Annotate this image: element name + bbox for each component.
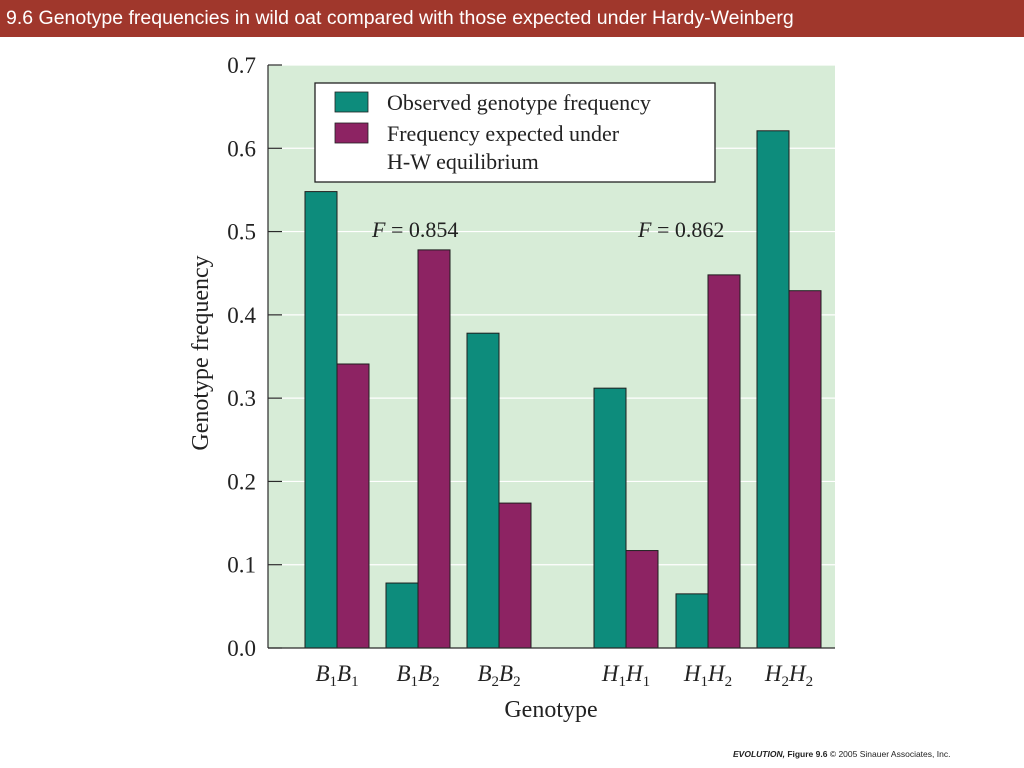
y-tick-label: 0.7 — [227, 53, 256, 78]
y-tick-label: 0.5 — [227, 220, 256, 245]
slide-title: 9.6 Genotype frequencies in wild oat com… — [6, 7, 794, 29]
x-tick-label: H2H2 — [764, 661, 813, 690]
legend-box — [314, 82, 716, 183]
f-annotation-h: F = 0.862 — [637, 217, 724, 242]
bar-observed — [385, 582, 419, 649]
y-tick-label: 0.4 — [227, 303, 256, 328]
bar-observed — [466, 332, 500, 649]
bar-expected — [336, 363, 370, 649]
y-tick-label: 0.2 — [227, 469, 256, 494]
y-ticks: 0.0 0.1 0.2 0.3 0.4 0.5 0.6 0.7 — [227, 53, 282, 661]
x-axis-title: Genotype — [504, 697, 597, 723]
bar-expected — [417, 249, 451, 649]
legend-label-expected-line2: H-W equilibrium — [387, 149, 539, 174]
figure-credit: EVOLUTION, Figure 9.6 © 2005 Sinauer Ass… — [733, 749, 950, 759]
f-value-b: = 0.854 — [385, 217, 458, 242]
legend-swatch-expected — [334, 122, 369, 144]
title-bar: 9.6 Genotype frequencies in wild oat com… — [0, 0, 1024, 37]
legend-label-expected-line1: Frequency expected under — [387, 121, 620, 146]
bar-expected — [788, 290, 822, 649]
bar-expected — [498, 502, 532, 649]
bar-observed — [304, 191, 338, 649]
x-tick-label: H1H2 — [683, 661, 732, 690]
f-symbol-b: F — [371, 217, 386, 242]
bar-expected — [625, 550, 659, 649]
legend-label-expected: Frequency expected under H-W equilibrium — [387, 121, 620, 174]
bar-observed — [756, 130, 790, 649]
legend: Observed genotype frequency Frequency ex… — [314, 82, 716, 183]
x-tick-label: B2B2 — [477, 661, 520, 690]
legend-label-observed: Observed genotype frequency — [387, 90, 651, 115]
bar-expected — [707, 274, 741, 649]
y-tick-label: 0.0 — [227, 636, 256, 661]
f-value-h: = 0.862 — [651, 217, 724, 242]
credit-book: EVOLUTION, — [733, 749, 785, 759]
y-tick-label: 0.1 — [227, 553, 256, 578]
x-tick-labels: B1B1 B1B2 B2B2 H1H1 H1H2 H2H2 — [315, 661, 813, 690]
y-tick-label: 0.3 — [227, 386, 256, 411]
x-tick-label: H1H1 — [601, 661, 650, 690]
svg-text:F = 0.854: F = 0.854 — [371, 217, 458, 242]
bar-observed — [593, 387, 627, 649]
bar-observed — [675, 593, 709, 649]
x-tick-label: B1B1 — [315, 661, 358, 690]
svg-text:F = 0.862: F = 0.862 — [637, 217, 724, 242]
f-annotation-b: F = 0.854 — [371, 217, 458, 242]
y-axis-title: Genotype frequency — [188, 255, 214, 450]
bars — [304, 130, 822, 649]
f-symbol-h: F — [637, 217, 652, 242]
y-tick-label: 0.6 — [227, 136, 256, 161]
legend-swatch-observed — [334, 91, 369, 113]
credit-figure: Figure 9.6 — [784, 749, 828, 759]
credit-copyright: © 2005 Sinauer Associates, Inc. — [827, 749, 951, 759]
x-tick-label: B1B2 — [396, 661, 439, 690]
